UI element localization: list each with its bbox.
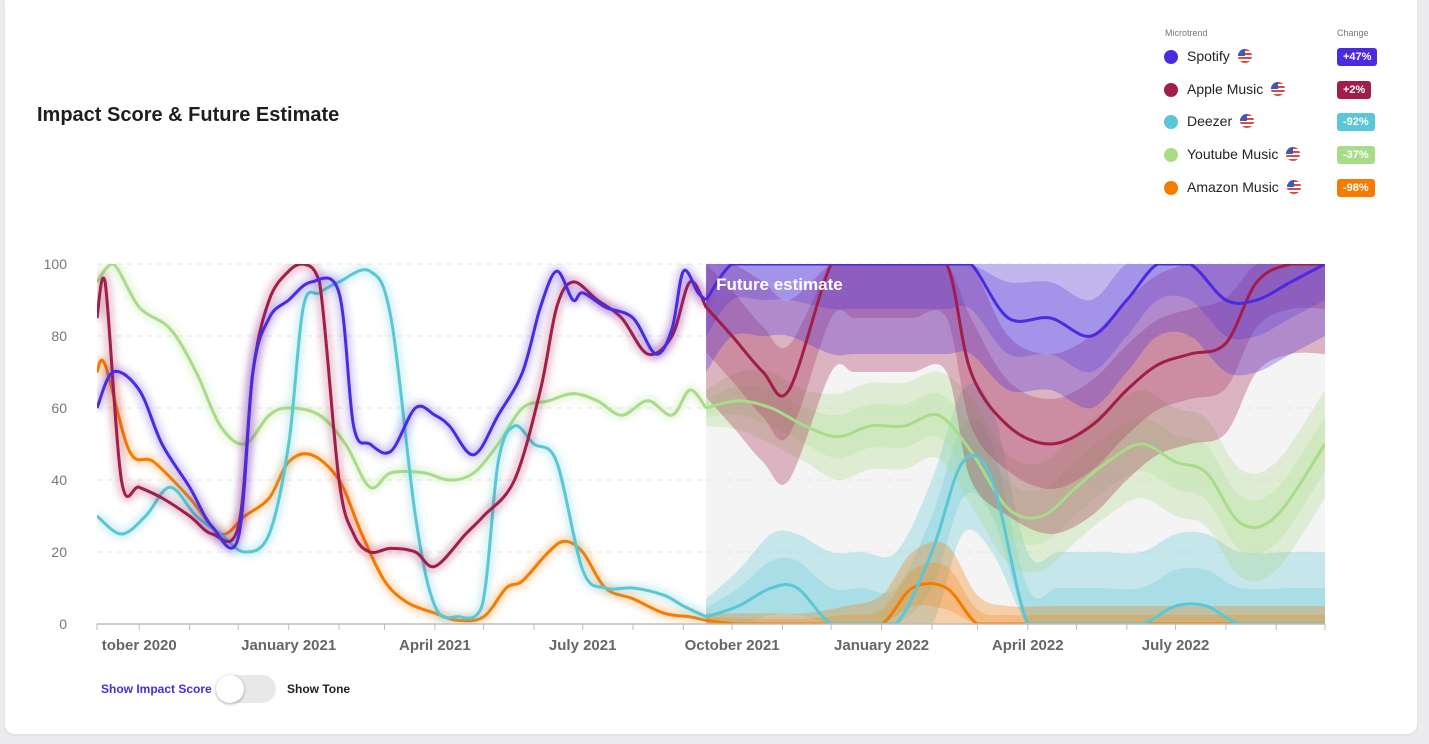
us-flag-icon — [1271, 81, 1286, 96]
x-tick-label: July 2021 — [549, 637, 617, 654]
show-impact-score-label[interactable]: Show Impact Score — [101, 682, 212, 696]
change-badge: +2% — [1337, 80, 1372, 99]
chart-title: Impact Score & Future Estimate — [37, 104, 340, 126]
change-badge: -37% — [1337, 146, 1375, 165]
y-tick-label: 80 — [51, 328, 67, 344]
legend-label: Deezer — [1187, 113, 1255, 129]
legend-item[interactable]: Amazon Music -98% — [1160, 177, 1400, 199]
legend-item[interactable]: Deezer -92% — [1160, 111, 1400, 133]
forecast-band — [706, 264, 1325, 534]
forecast-band-inner — [706, 264, 1325, 489]
x-tick-label: January 2021 — [241, 637, 336, 654]
legend-dot — [1164, 148, 1178, 163]
y-tick-label: 60 — [51, 400, 67, 416]
forecast-line — [704, 264, 1325, 446]
us-flag-icon — [1286, 147, 1301, 162]
x-tick-label: tober 2020 — [102, 637, 177, 654]
forecast-band-inner — [706, 419, 1325, 624]
us-flag-icon — [1240, 114, 1255, 129]
y-tick-label: 100 — [44, 256, 68, 272]
us-flag-icon — [1286, 179, 1301, 194]
forecast-band-inner — [706, 264, 1325, 373]
legend-label: Amazon Music — [1187, 179, 1301, 195]
forecast-band-inner — [706, 562, 1325, 624]
legend-header-microtrend: Microtrend — [1165, 28, 1208, 38]
change-badge: -98% — [1337, 178, 1375, 197]
legend-dot — [1164, 50, 1178, 64]
forecast-band — [706, 369, 1325, 582]
future-estimate-label: Future estimate — [716, 275, 843, 294]
impact-tone-toggle[interactable] — [216, 675, 276, 703]
x-tick-label: October 2021 — [685, 637, 780, 654]
forecast-band — [706, 264, 1325, 409]
legend-item[interactable]: Apple Music +2% — [1160, 79, 1400, 101]
y-tick-label: 0 — [59, 616, 67, 632]
series-line — [97, 268, 707, 620]
series-line — [97, 268, 708, 550]
forecast-line — [704, 264, 1325, 338]
x-tick-label: July 2022 — [1142, 637, 1210, 654]
forecast-line — [705, 582, 1325, 624]
y-tick-label: 40 — [51, 472, 67, 488]
legend-header-change: Change — [1337, 28, 1369, 38]
x-tick-label: April 2021 — [399, 637, 471, 654]
forecast-band — [706, 383, 1325, 624]
x-tick-label: April 2022 — [992, 637, 1064, 654]
forecast-line — [705, 399, 1325, 530]
show-tone-label[interactable]: Show Tone — [287, 682, 351, 696]
change-badge: +47% — [1337, 48, 1378, 66]
toggle-knob[interactable] — [216, 675, 244, 703]
legend-label: Youtube Music — [1187, 146, 1301, 162]
legend-dot — [1164, 180, 1178, 195]
x-tick-label: January 2022 — [834, 637, 929, 654]
legend-dot — [1164, 82, 1178, 97]
forecast-region — [706, 264, 1325, 624]
change-badge: -92% — [1337, 113, 1375, 132]
series-glow — [97, 265, 709, 623]
legend-label: Apple Music — [1187, 81, 1286, 97]
y-tick-label: 20 — [51, 544, 67, 560]
legend-item[interactable]: Spotify +47% — [1160, 46, 1400, 68]
legend-dot — [1164, 115, 1178, 130]
legend-label: Spotify — [1187, 48, 1252, 64]
us-flag-icon — [1237, 49, 1252, 63]
plot-area — [97, 264, 1325, 624]
forecast-line — [705, 453, 1325, 624]
legend-item[interactable]: Youtube Music -37% — [1160, 144, 1400, 166]
forecast-band — [706, 541, 1325, 624]
